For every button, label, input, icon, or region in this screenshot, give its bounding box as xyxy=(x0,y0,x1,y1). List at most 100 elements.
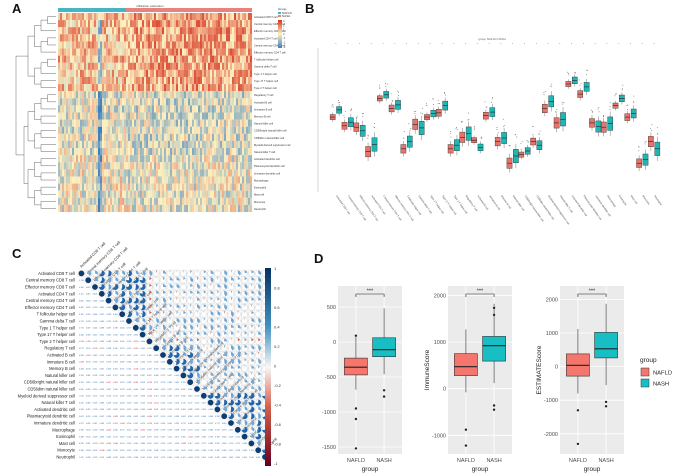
heatmap-cell xyxy=(208,76,211,85)
correlation-value: 0.346 xyxy=(93,300,98,302)
panel-b-outlier xyxy=(504,124,506,126)
heatmap-cell xyxy=(164,169,167,177)
heatmap-cell xyxy=(70,197,73,205)
correlation-pie xyxy=(224,358,227,365)
heatmap-cell xyxy=(202,27,205,35)
correlation-pie xyxy=(223,399,228,406)
correlation-pie xyxy=(237,352,241,358)
correlation-pie xyxy=(135,270,139,275)
correlation-pie xyxy=(99,270,105,277)
heatmap-cell xyxy=(194,169,197,177)
panel-b-outlier xyxy=(496,129,498,130)
heatmap-cell xyxy=(212,20,215,28)
correlation-pie xyxy=(237,304,241,309)
panel-b-outlier xyxy=(438,103,440,104)
heatmap-cell xyxy=(128,55,131,63)
heatmap-cell xyxy=(78,133,81,141)
panel-b-sig-label: * xyxy=(335,42,337,46)
heatmap-cell xyxy=(70,48,73,56)
heatmap-cell xyxy=(190,119,193,127)
heatmap-cell xyxy=(68,105,71,113)
heatmap-cell xyxy=(84,105,87,113)
correlation-pie xyxy=(132,304,139,311)
heatmap-cell xyxy=(80,112,83,120)
heatmap-cell xyxy=(126,162,129,170)
heatmap-cell xyxy=(60,126,63,134)
heatmap-cell xyxy=(200,13,203,21)
correlation-pie-outline xyxy=(241,290,248,297)
heatmap-cell xyxy=(214,162,217,170)
legend-title: group xyxy=(640,357,657,364)
heatmap-cell xyxy=(158,133,161,141)
heatmap-cell xyxy=(244,119,247,127)
heatmap-cell xyxy=(114,55,117,63)
heatmap-cell xyxy=(110,140,113,149)
correlation-value: 0.203 xyxy=(113,423,118,425)
heatmap-cell xyxy=(228,27,231,35)
correlation-pie xyxy=(237,379,241,383)
heatmap-cell xyxy=(144,20,147,28)
heatmap-cell xyxy=(144,169,147,177)
heatmap-cell xyxy=(224,84,227,92)
y-tick-label: -500 xyxy=(325,375,336,381)
heatmap-cell xyxy=(60,155,63,163)
heatmap-cell xyxy=(162,197,165,205)
panel-b-outlier xyxy=(556,108,558,110)
heatmap-cell xyxy=(168,84,171,92)
correlation-value: -0.011 xyxy=(154,402,159,404)
panel-b-outlier xyxy=(603,115,605,117)
heatmap-cell xyxy=(168,76,171,85)
heatmap-cell xyxy=(160,98,163,106)
heatmap-cell xyxy=(116,20,119,28)
heatmap-cell xyxy=(66,84,69,92)
heatmap-cell xyxy=(160,148,163,156)
heatmap-cell xyxy=(238,112,241,120)
heatmap-cell xyxy=(78,84,81,92)
heatmap-cell xyxy=(168,91,171,99)
heatmap-cell xyxy=(82,204,85,213)
heatmap-cell xyxy=(106,84,109,92)
correlation-pie xyxy=(214,406,221,413)
heatmap-cell xyxy=(246,119,249,127)
heatmap-cell xyxy=(152,98,155,106)
heatmap-cell xyxy=(92,197,95,205)
heatmap-cell xyxy=(134,20,137,28)
correlation-pie-outline xyxy=(207,311,214,318)
correlation-pie xyxy=(183,345,187,351)
heatmap-cell xyxy=(90,62,93,70)
panel-b-sig-label: * xyxy=(654,42,656,46)
box-outlier xyxy=(354,417,358,421)
correlation-value: 0.245 xyxy=(147,348,152,350)
heatmap-cell xyxy=(94,34,97,42)
heatmap-cell xyxy=(218,76,221,85)
heatmap-cell xyxy=(184,155,187,163)
correlation-pie xyxy=(207,399,214,406)
heatmap-cell xyxy=(246,13,249,21)
heatmap-cell xyxy=(242,119,245,127)
heatmap-cell xyxy=(236,48,239,56)
correlation-value: 0.175 xyxy=(120,430,125,432)
correlation-pie xyxy=(98,290,105,297)
correlation-pie-outline xyxy=(153,311,160,318)
x-axis-label: group xyxy=(472,466,489,473)
heatmap-cell xyxy=(126,133,129,141)
heatmap-cell xyxy=(238,126,241,134)
heatmap-cell xyxy=(116,105,119,113)
heatmap-cell xyxy=(164,148,167,156)
correlation-value: 0.445 xyxy=(215,450,220,452)
heatmap-cell xyxy=(118,126,121,134)
heatmap-cell xyxy=(172,41,175,49)
correlation-value: 0.400 xyxy=(134,409,139,411)
heatmap-cell xyxy=(218,126,221,134)
correlation-value: 0.130 xyxy=(93,382,98,384)
correlation-pie xyxy=(169,277,173,281)
correlation-cell xyxy=(234,331,242,339)
correlation-pie xyxy=(182,365,187,372)
heatmap-cell xyxy=(174,183,177,191)
heatmap-cell xyxy=(210,20,213,28)
panel-b-outlier xyxy=(492,96,494,98)
heatmap-cell xyxy=(92,183,95,191)
y-tick-label: 500 xyxy=(327,305,336,311)
heatmap-cell xyxy=(178,34,181,42)
heatmap-cell xyxy=(202,41,205,49)
